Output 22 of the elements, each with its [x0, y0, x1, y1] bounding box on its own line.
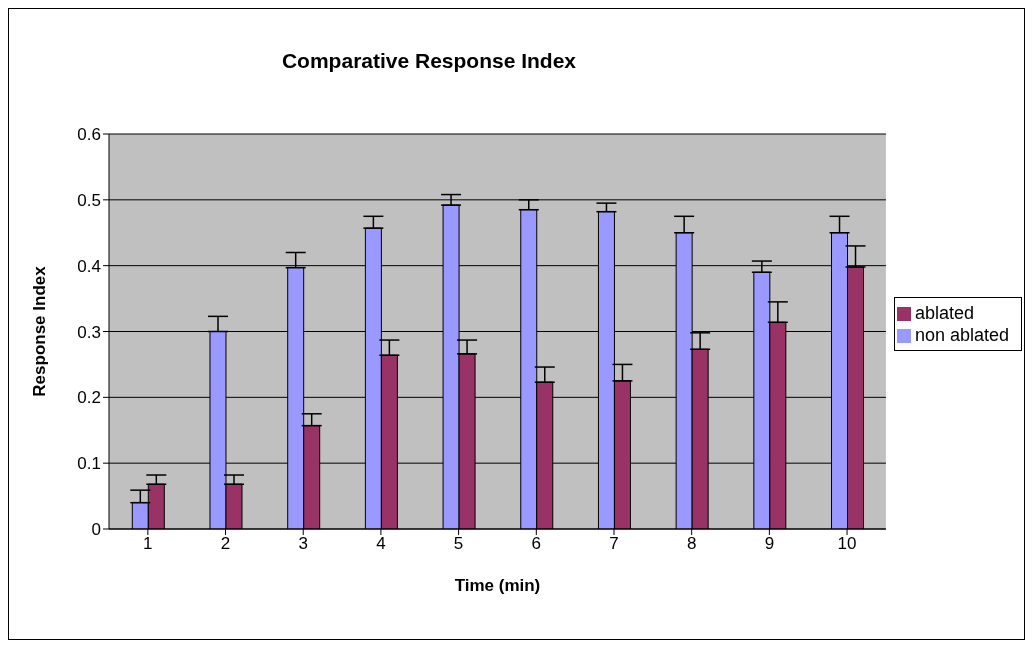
x-tick-label: 7 — [609, 534, 619, 554]
x-tick-label: 6 — [531, 534, 542, 554]
y-axis-title: Response Index — [30, 265, 50, 397]
y-tick-label: 0.3 — [77, 322, 101, 342]
x-tick-label: 9 — [764, 534, 775, 554]
chart-title: Comparative Response Index — [280, 49, 578, 73]
x-tick-label: 2 — [220, 534, 231, 554]
x-tick-label: 10 — [837, 534, 857, 554]
x-tick-label: 4 — [376, 534, 386, 554]
y-tick-label: 0.6 — [77, 125, 101, 145]
y-tick-label: 0.1 — [77, 454, 101, 474]
x-tick-label: 3 — [298, 534, 308, 554]
x-tick-label: 8 — [686, 534, 697, 554]
y-tick-label: 0.2 — [77, 388, 101, 408]
legend-label: non ablated — [914, 325, 1009, 345]
legend-label: ablated — [914, 303, 974, 323]
x-tick-label: 1 — [143, 534, 153, 554]
y-tick-label: 0.4 — [77, 256, 101, 276]
y-tick-label: 0 — [91, 520, 101, 540]
x-axis-title: Time (min) — [454, 576, 541, 595]
y-tick-label: 0.5 — [77, 190, 101, 210]
x-tick-label: 5 — [453, 534, 464, 554]
